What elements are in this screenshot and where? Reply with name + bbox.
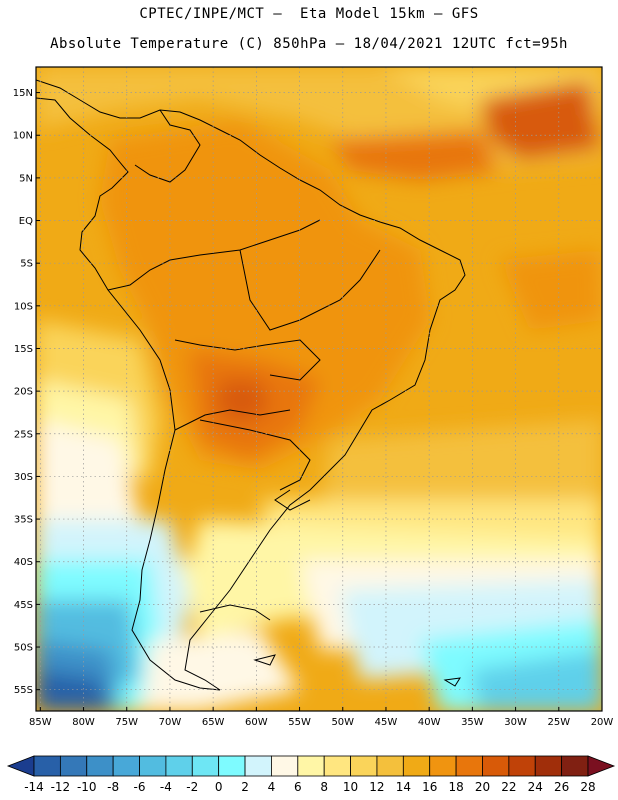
colorbar-swatch [455, 755, 483, 777]
colorbar-label: -2 [186, 780, 198, 794]
colorbar-label: 12 [369, 780, 384, 794]
colorbar-label: -4 [160, 780, 172, 794]
colorbar-label: 28 [580, 780, 595, 794]
colorbar-swatch [33, 755, 61, 777]
colorbar-swatch [59, 755, 88, 777]
lat-tick-label: 25S [14, 429, 33, 440]
colorbar-swatch [561, 755, 589, 777]
lon-tick-label: 20W [591, 717, 614, 728]
colorbar-swatch [402, 755, 431, 777]
colorbar-swatch [297, 755, 325, 777]
colorbar-label: -8 [107, 780, 119, 794]
colorbar-label: 10 [343, 780, 358, 794]
temperature-field [36, 67, 602, 711]
chart-title-line1: CPTEC/INPE/MCT – Eta Model 15km – GFS [139, 6, 479, 22]
colorbar-label: 20 [475, 780, 490, 794]
lat-tick-label: 5N [19, 173, 33, 184]
colorbar-swatch [271, 755, 299, 777]
lat-tick-label: 50S [14, 643, 33, 654]
colorbar-label: 24 [528, 780, 543, 794]
lon-tick-label: 85W [29, 717, 52, 728]
colorbar-label: -10 [77, 780, 97, 794]
colorbar-label: 22 [501, 780, 516, 794]
colorbar-label: -6 [134, 780, 146, 794]
colorbar-label: 0 [215, 780, 223, 794]
lat-tick-label: 15S [14, 344, 33, 355]
colorbar-label: -12 [51, 780, 71, 794]
lon-tick-label: 75W [115, 717, 138, 728]
colorbar-swatch [482, 755, 510, 777]
lat-tick-label: 30S [14, 472, 33, 483]
latitude-axis: 15N 10N 5N EQ 5S 10S 15S 20S 25S 30S 35S 40S 45S 50S 5… [13, 88, 40, 696]
lon-tick-label: 50W [331, 717, 354, 728]
colorbar-min-arrow [6, 755, 35, 777]
lon-tick-label: 60W [245, 717, 268, 728]
colorbar-max-arrow [587, 755, 616, 777]
map-frame [35, 66, 603, 712]
colorbar-label: 2 [241, 780, 249, 794]
lon-tick-label: 80W [72, 717, 95, 728]
colorbar-label: 4 [268, 780, 276, 794]
lat-tick-label: 20S [14, 387, 33, 398]
chart-title-line2: Absolute Temperature (C) 850hPa – 18/04/… [50, 36, 568, 52]
colorbar [6, 755, 616, 777]
colorbar-label: 16 [422, 780, 437, 794]
colorbar-swatch [191, 755, 220, 777]
colorbar-labels: -14 -12 -10 -8 -6 -4 -2 0 2 4 6 8 10 12 14 16 18 20 22 24 26… [24, 780, 595, 794]
colorbar-label: 8 [320, 780, 328, 794]
colorbar-swatch [350, 755, 378, 777]
lon-tick-label: 35W [461, 717, 484, 728]
lat-tick-label: 10S [14, 301, 33, 312]
colorbar-label: 18 [448, 780, 463, 794]
colorbar-swatch [86, 755, 114, 777]
lon-tick-label: 40W [418, 717, 441, 728]
lat-tick-label: 5S [20, 259, 33, 270]
colorbar-label: 26 [554, 780, 569, 794]
lon-tick-label: 25W [547, 717, 570, 728]
lat-tick-label: 15N [13, 88, 33, 99]
colorbar-swatch [139, 755, 167, 777]
colorbar-swatch [508, 755, 536, 777]
lon-tick-label: 45W [375, 717, 398, 728]
colorbar-swatch [429, 755, 457, 777]
colorbar-swatch [534, 755, 563, 777]
lon-tick-label: 65W [202, 717, 225, 728]
longitude-axis: 85W 80W 75W 70W 65W 60W 55W 50W 45W 40W 35W 30W 25W 2… [29, 707, 613, 728]
colorbar-swatch [165, 755, 193, 777]
lon-tick-label: 30W [504, 717, 527, 728]
colorbar-swatch [244, 755, 272, 777]
colorbar-label: 6 [294, 780, 302, 794]
lat-tick-label: 40S [14, 557, 33, 568]
colorbar-swatch [323, 755, 351, 777]
colorbar-swatch [218, 755, 246, 777]
lon-tick-label: 70W [159, 717, 182, 728]
colorbar-label: -14 [24, 780, 44, 794]
colorbar-label: 14 [396, 780, 411, 794]
gridlines [36, 67, 602, 711]
colorbar-swatch [112, 755, 140, 777]
lat-tick-label: 45S [14, 600, 33, 611]
lat-tick-label: 35S [14, 515, 33, 526]
colorbar-swatch [376, 755, 404, 777]
lat-tick-label: 10N [13, 131, 33, 142]
lat-tick-label: EQ [19, 216, 33, 227]
lon-tick-label: 55W [288, 717, 311, 728]
coastlines [36, 79, 466, 691]
lat-tick-label: 55S [14, 685, 33, 696]
